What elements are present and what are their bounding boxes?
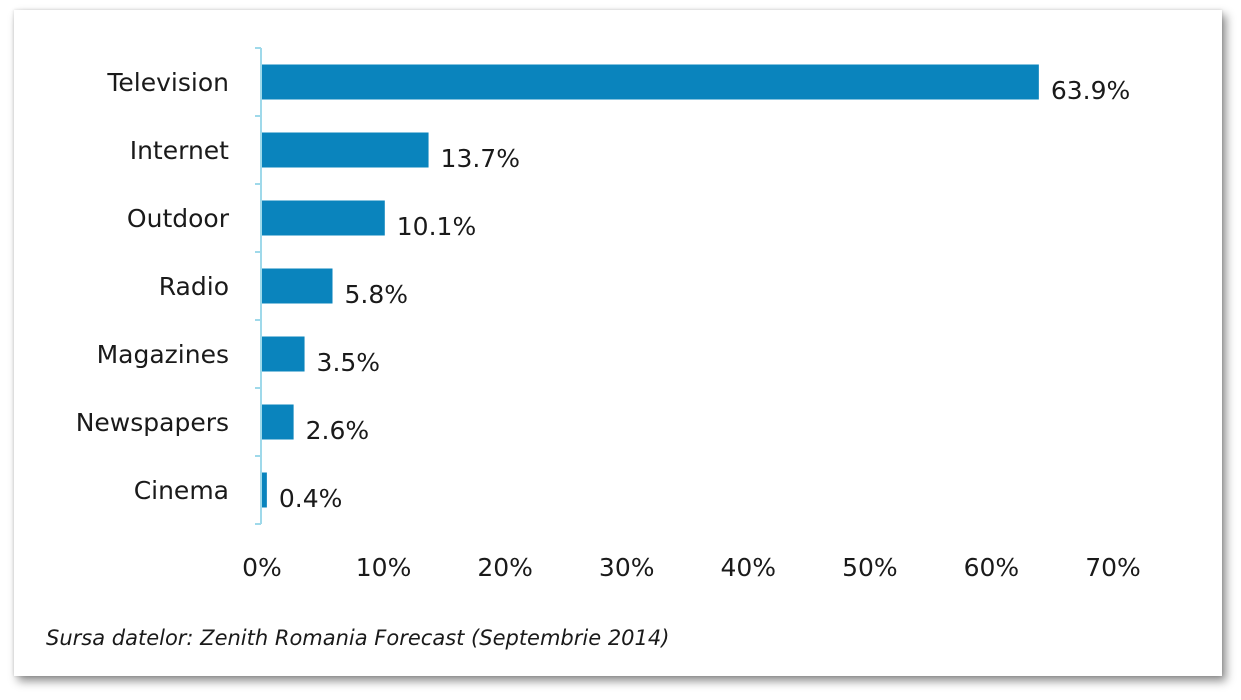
labels-layer: Television 63.9% Internet 13.7% Outdoor 10.1%… <box>76 68 1141 582</box>
category-label: Cinema <box>134 476 229 505</box>
value-label: 63.9% <box>1051 76 1130 105</box>
value-label: 2.6% <box>306 416 370 445</box>
category-label: Newspapers <box>76 408 229 437</box>
category-label: Magazines <box>97 340 229 369</box>
x-tick-label: 30% <box>599 553 655 582</box>
bar-television <box>262 64 1039 100</box>
x-tick-label: 10% <box>356 553 412 582</box>
bar-outdoor <box>262 200 385 236</box>
chart-card <box>14 10 1222 676</box>
value-label: 5.8% <box>345 280 409 309</box>
value-label: 3.5% <box>317 348 381 377</box>
x-tick-label: 50% <box>842 553 898 582</box>
value-label: 13.7% <box>441 144 520 173</box>
bar-cinema <box>262 472 267 508</box>
bar-magazines <box>262 336 305 372</box>
category-label: Radio <box>159 272 229 301</box>
source-note: Sursa datelor: Zenith Romania Forecast (… <box>46 626 670 650</box>
bar-radio <box>262 268 333 304</box>
bars-layer <box>262 64 1039 508</box>
value-label: 0.4% <box>279 484 343 513</box>
category-label: Television <box>106 68 229 97</box>
x-tick-label: 60% <box>964 553 1020 582</box>
axis-layer <box>255 47 262 525</box>
bar-internet <box>262 132 429 168</box>
x-tick-label: 40% <box>720 553 776 582</box>
bar-newspapers <box>262 404 294 440</box>
value-label: 10.1% <box>397 212 476 241</box>
category-label: Internet <box>130 136 229 165</box>
x-tick-label: 0% <box>242 553 282 582</box>
x-tick-label: 70% <box>1085 553 1141 582</box>
x-tick-label: 20% <box>477 553 533 582</box>
category-label: Outdoor <box>127 204 230 233</box>
